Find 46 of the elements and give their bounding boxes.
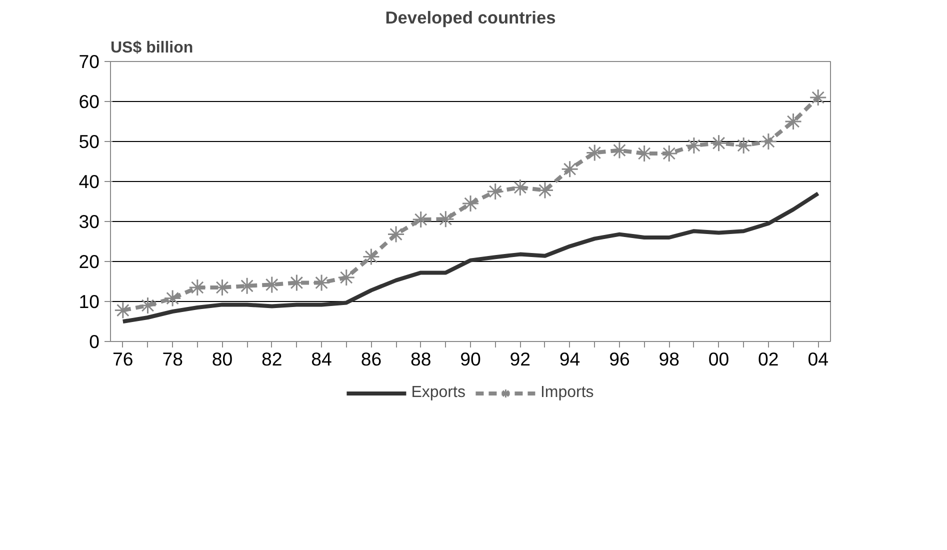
- point: [511, 178, 529, 196]
- x-tick-label: 04: [808, 348, 828, 370]
- point: [734, 136, 752, 154]
- x-tick-label: 98: [658, 348, 680, 370]
- point: [809, 88, 827, 106]
- y-tick-label: 0: [89, 331, 100, 352]
- y-tick-label: 20: [78, 251, 100, 272]
- point: [486, 182, 504, 200]
- x-tick-label: 76: [112, 348, 134, 370]
- x-tick-label: 90: [460, 348, 481, 370]
- point: [784, 112, 802, 130]
- y-tick-label: 60: [78, 91, 100, 112]
- x-tick-label: 86: [360, 348, 382, 370]
- point: [138, 296, 156, 314]
- y-tick-label: 70: [78, 51, 100, 72]
- x-tick-label: 82: [262, 348, 282, 370]
- legend-label: Exports: [411, 384, 466, 402]
- y-tick-label: 50: [78, 131, 100, 152]
- point: [312, 274, 330, 292]
- y-tick-label: 10: [78, 291, 100, 312]
- point: [164, 290, 182, 308]
- x-tick-label: 88: [410, 348, 432, 370]
- x-tick-label: 84: [311, 348, 332, 370]
- line-series: [120, 192, 820, 324]
- legend-label: Imports: [540, 384, 594, 402]
- x-tick-label: 96: [609, 348, 630, 370]
- point: [114, 302, 132, 320]
- point: [710, 134, 728, 152]
- point: [660, 144, 678, 162]
- x-tick-label: 78: [162, 348, 183, 370]
- y-tick-label: 30: [78, 211, 100, 232]
- x-tick-label: 02: [758, 348, 779, 370]
- y-axis-title: US$ billion: [110, 40, 194, 56]
- x-tick-label: 92: [510, 348, 531, 370]
- point: [188, 278, 206, 296]
- point: [462, 194, 480, 212]
- point: [338, 268, 356, 286]
- x-tick-label: 94: [559, 348, 580, 370]
- x-tick-label: 80: [212, 348, 233, 370]
- point: [760, 132, 778, 150]
- chart-title: Developed countries: [385, 8, 556, 28]
- point: [362, 248, 380, 266]
- x-tick-label: 00: [708, 348, 730, 370]
- point: [387, 226, 405, 244]
- y-tick-label: 40: [78, 171, 100, 192]
- point: [561, 160, 579, 178]
